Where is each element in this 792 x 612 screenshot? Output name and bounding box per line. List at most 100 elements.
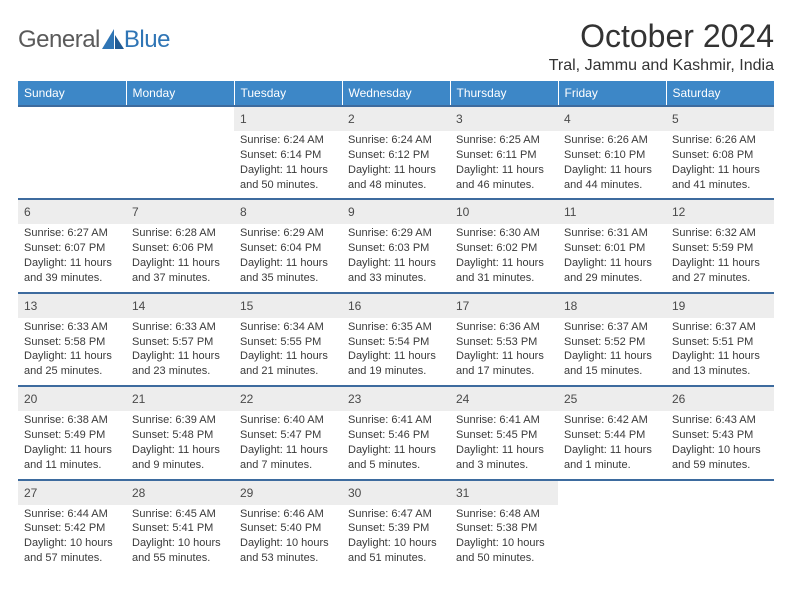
day-number: 11 [564, 205, 576, 219]
logo-text-general: General [18, 26, 100, 54]
sunrise-line: Sunrise: 6:38 AM [24, 413, 120, 428]
daylight-line: Daylight: 10 hours and 53 minutes. [240, 536, 336, 566]
day-number-cell: 19 [666, 293, 774, 318]
day-number: 13 [24, 299, 37, 313]
day-number: 4 [564, 112, 571, 126]
day-number: 14 [132, 299, 145, 313]
sunset-line: Sunset: 5:45 PM [456, 428, 552, 443]
day-body-cell: Sunrise: 6:34 AMSunset: 5:55 PMDaylight:… [234, 318, 342, 386]
day-body-cell: Sunrise: 6:39 AMSunset: 5:48 PMDaylight:… [126, 411, 234, 479]
sunrise-line: Sunrise: 6:39 AM [132, 413, 228, 428]
day-number: 6 [24, 205, 31, 219]
weekday-header: Saturday [666, 81, 774, 106]
day-number-cell: 14 [126, 293, 234, 318]
day-body-row: Sunrise: 6:38 AMSunset: 5:49 PMDaylight:… [18, 411, 774, 479]
sunset-line: Sunset: 6:12 PM [348, 148, 444, 163]
daylight-line: Daylight: 10 hours and 55 minutes. [132, 536, 228, 566]
location: Tral, Jammu and Kashmir, India [549, 57, 774, 75]
daylight-line: Daylight: 11 hours and 15 minutes. [564, 349, 660, 379]
day-number-cell: 2 [342, 106, 450, 131]
daylight-line: Daylight: 11 hours and 39 minutes. [24, 256, 120, 286]
sunset-line: Sunset: 5:59 PM [672, 241, 768, 256]
day-body-cell: Sunrise: 6:37 AMSunset: 5:51 PMDaylight:… [666, 318, 774, 386]
day-body-cell: Sunrise: 6:29 AMSunset: 6:03 PMDaylight:… [342, 224, 450, 292]
day-number-cell: 18 [558, 293, 666, 318]
daylight-line: Daylight: 11 hours and 37 minutes. [132, 256, 228, 286]
sunset-line: Sunset: 5:46 PM [348, 428, 444, 443]
sunset-line: Sunset: 6:07 PM [24, 241, 120, 256]
day-body-cell: Sunrise: 6:40 AMSunset: 5:47 PMDaylight:… [234, 411, 342, 479]
sunset-line: Sunset: 6:02 PM [456, 241, 552, 256]
sunrise-line: Sunrise: 6:48 AM [456, 507, 552, 522]
daylight-line: Daylight: 11 hours and 29 minutes. [564, 256, 660, 286]
empty-cell [18, 106, 126, 131]
sunrise-line: Sunrise: 6:24 AM [240, 133, 336, 148]
day-number: 22 [240, 392, 253, 406]
day-body-cell: Sunrise: 6:26 AMSunset: 6:10 PMDaylight:… [558, 131, 666, 199]
day-body-cell: Sunrise: 6:30 AMSunset: 6:02 PMDaylight:… [450, 224, 558, 292]
day-number: 1 [240, 112, 247, 126]
empty-cell [18, 131, 126, 199]
empty-cell [126, 106, 234, 131]
sunset-line: Sunset: 5:38 PM [456, 521, 552, 536]
sunset-line: Sunset: 6:06 PM [132, 241, 228, 256]
day-number-cell: 5 [666, 106, 774, 131]
day-number-cell: 12 [666, 199, 774, 224]
sunset-line: Sunset: 5:47 PM [240, 428, 336, 443]
sunrise-line: Sunrise: 6:33 AM [24, 320, 120, 335]
day-number: 20 [24, 392, 37, 406]
day-body-cell: Sunrise: 6:43 AMSunset: 5:43 PMDaylight:… [666, 411, 774, 479]
day-number-cell: 15 [234, 293, 342, 318]
day-body-row: Sunrise: 6:27 AMSunset: 6:07 PMDaylight:… [18, 224, 774, 292]
sunrise-line: Sunrise: 6:40 AM [240, 413, 336, 428]
day-number-cell: 17 [450, 293, 558, 318]
empty-cell [558, 480, 666, 505]
day-body-row: Sunrise: 6:44 AMSunset: 5:42 PMDaylight:… [18, 505, 774, 572]
day-body-cell: Sunrise: 6:25 AMSunset: 6:11 PMDaylight:… [450, 131, 558, 199]
day-number: 25 [564, 392, 577, 406]
daynum-row: 20212223242526 [18, 386, 774, 411]
day-body-cell: Sunrise: 6:42 AMSunset: 5:44 PMDaylight:… [558, 411, 666, 479]
logo-text-blue: Blue [124, 26, 170, 54]
logo: General Blue [18, 26, 170, 54]
sunrise-line: Sunrise: 6:33 AM [132, 320, 228, 335]
empty-cell [666, 505, 774, 572]
daylight-line: Daylight: 11 hours and 35 minutes. [240, 256, 336, 286]
day-number-cell: 22 [234, 386, 342, 411]
sunset-line: Sunset: 5:42 PM [24, 521, 120, 536]
sunset-line: Sunset: 5:58 PM [24, 335, 120, 350]
day-body-cell: Sunrise: 6:26 AMSunset: 6:08 PMDaylight:… [666, 131, 774, 199]
sunrise-line: Sunrise: 6:43 AM [672, 413, 768, 428]
daylight-line: Daylight: 11 hours and 27 minutes. [672, 256, 768, 286]
day-body-cell: Sunrise: 6:37 AMSunset: 5:52 PMDaylight:… [558, 318, 666, 386]
logo-sail-icon [100, 27, 126, 53]
title-block: October 2024 Tral, Jammu and Kashmir, In… [549, 18, 774, 75]
daylight-line: Daylight: 11 hours and 44 minutes. [564, 163, 660, 193]
weekday-header: Thursday [450, 81, 558, 106]
daylight-line: Daylight: 11 hours and 31 minutes. [456, 256, 552, 286]
sunset-line: Sunset: 5:41 PM [132, 521, 228, 536]
sunrise-line: Sunrise: 6:35 AM [348, 320, 444, 335]
day-body-cell: Sunrise: 6:41 AMSunset: 5:45 PMDaylight:… [450, 411, 558, 479]
weekday-header: Wednesday [342, 81, 450, 106]
day-body-row: Sunrise: 6:33 AMSunset: 5:58 PMDaylight:… [18, 318, 774, 386]
sunset-line: Sunset: 5:53 PM [456, 335, 552, 350]
day-number: 31 [456, 486, 469, 500]
sunrise-line: Sunrise: 6:29 AM [348, 226, 444, 241]
day-number-cell: 16 [342, 293, 450, 318]
day-number: 16 [348, 299, 361, 313]
day-body-cell: Sunrise: 6:33 AMSunset: 5:58 PMDaylight:… [18, 318, 126, 386]
day-number: 18 [564, 299, 577, 313]
day-number: 30 [348, 486, 361, 500]
day-body-cell: Sunrise: 6:41 AMSunset: 5:46 PMDaylight:… [342, 411, 450, 479]
day-number-cell: 25 [558, 386, 666, 411]
day-number: 27 [24, 486, 37, 500]
daylight-line: Daylight: 11 hours and 25 minutes. [24, 349, 120, 379]
day-number: 15 [240, 299, 253, 313]
day-number-cell: 21 [126, 386, 234, 411]
daylight-line: Daylight: 11 hours and 13 minutes. [672, 349, 768, 379]
day-number: 12 [672, 205, 685, 219]
sunrise-line: Sunrise: 6:41 AM [348, 413, 444, 428]
sunset-line: Sunset: 6:11 PM [456, 148, 552, 163]
sunset-line: Sunset: 6:01 PM [564, 241, 660, 256]
